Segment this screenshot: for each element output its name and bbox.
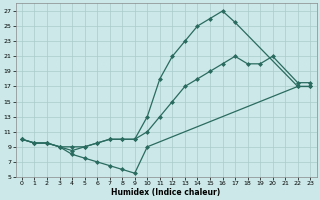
X-axis label: Humidex (Indice chaleur): Humidex (Indice chaleur) bbox=[111, 188, 221, 197]
